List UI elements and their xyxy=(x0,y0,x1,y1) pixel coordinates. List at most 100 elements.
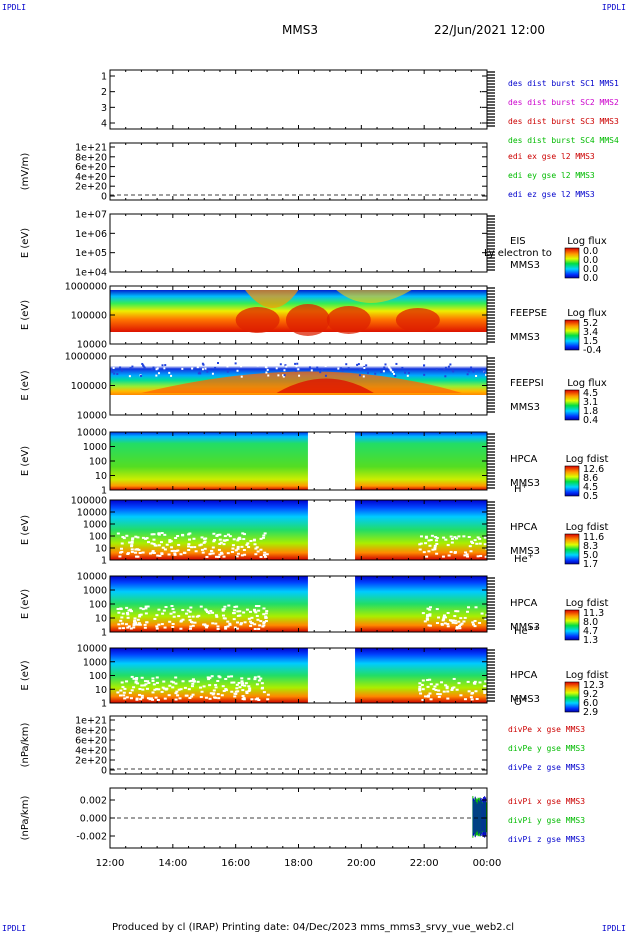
hpca_he-speckle xyxy=(157,532,161,535)
hpca_he-speckle xyxy=(228,535,232,538)
hpca_o-speckle xyxy=(151,698,155,701)
hpca_o-ytick-label: 10 xyxy=(95,685,107,696)
hpca_o-speckle xyxy=(232,681,236,684)
hpca_hepp-speckle xyxy=(155,627,159,630)
feepsi-speckle xyxy=(357,363,360,366)
feepsi-speckle xyxy=(365,364,368,367)
hpca_he-speckle xyxy=(152,538,156,541)
hpca_hepp-speckle xyxy=(253,609,257,612)
hpca_o-speckle xyxy=(257,698,261,701)
feepsi-speckle xyxy=(392,372,395,375)
hpca_he-speckle xyxy=(263,555,267,558)
hpca_he-colorbar xyxy=(564,533,580,565)
hpca_o-speckle xyxy=(122,694,126,697)
feepsi-speckle xyxy=(294,362,297,365)
hpca_he-speckle xyxy=(479,554,483,557)
hpca_hepp-speckle xyxy=(209,610,213,613)
feepsi-speckle xyxy=(401,366,404,369)
hpca_he-speckle xyxy=(187,548,191,551)
hpca_o-speckle xyxy=(473,682,477,685)
hpca_o-speckle xyxy=(155,688,159,691)
feepsi-speckle xyxy=(110,368,113,371)
hpca_hepp-speckle xyxy=(238,614,242,617)
hpca_he-speckle xyxy=(193,546,197,549)
hpca_he-speckle xyxy=(130,540,134,543)
hpca_he-speckle xyxy=(430,534,434,537)
edi-ytick-label: 4e+20 xyxy=(75,172,107,183)
feepsi-speckle xyxy=(155,368,158,371)
hpca_hepp-speckle xyxy=(155,614,159,617)
distributions-ytick-label: 4 xyxy=(101,119,107,130)
hpca_he-speckle xyxy=(134,551,138,554)
hpca_he-speckle xyxy=(153,544,157,547)
hpca_hepp-speckle xyxy=(459,617,463,620)
hpca_hepp-speckle xyxy=(211,611,215,614)
hpca_he-speckle xyxy=(259,548,263,551)
feepsi-speckle xyxy=(298,374,301,377)
feepsi-speckle xyxy=(173,362,176,365)
hpca_o-speckle xyxy=(174,692,178,695)
hpca_o-speckle xyxy=(236,690,240,693)
hpca_hepp-speckle xyxy=(136,623,140,626)
hpca_hepp-speckle xyxy=(454,622,458,625)
hpca_he-ytick-label: 100 xyxy=(89,532,107,543)
feepse-colorbar-title: Log flux xyxy=(567,308,607,319)
hpca_hepp-speckle xyxy=(428,608,432,611)
hpca_he-speckle xyxy=(226,533,230,536)
hpca_hepp-speckle xyxy=(138,615,142,618)
corner-label-bottom-left: IPDLI xyxy=(2,924,27,933)
hpca_o-speckle xyxy=(177,688,181,691)
hpca_o-speckle xyxy=(151,679,155,682)
hpca_hepp-speckle xyxy=(238,610,242,613)
hpca_hepp-speckle xyxy=(247,617,251,620)
feepsi-speckle xyxy=(363,367,366,370)
hpca_o-speckle xyxy=(178,697,182,700)
hpca_hepp-colorbar-title: Log fdist xyxy=(566,598,609,609)
hpca_hepp-speckle xyxy=(164,606,168,609)
eis-colorbar xyxy=(564,247,580,279)
hpca_he-speckle xyxy=(240,545,244,548)
hpca_hepp-speckle xyxy=(157,623,161,626)
hpca_o-speckle xyxy=(140,684,144,687)
hpca_hepp-speckle xyxy=(243,621,247,624)
hpca_o-speckle xyxy=(190,685,194,688)
feepsi-speckle xyxy=(201,368,204,371)
hpca_he-speckle xyxy=(259,537,263,540)
hpca_he-speckle xyxy=(141,551,145,554)
corner-label-top-right: IPDLI xyxy=(601,3,626,12)
feepsi-speckle xyxy=(383,366,386,369)
hpca_hepp-speckle xyxy=(170,605,174,608)
hpca_o-speckle xyxy=(486,692,490,695)
feepsi-speckle xyxy=(240,365,243,368)
hpca_hepp-speckle xyxy=(125,606,129,609)
hpca_o-speckle xyxy=(129,697,133,700)
hpca_he-ytick-label: 10 xyxy=(95,544,107,555)
feepse-ytick-label: 10000 xyxy=(77,340,107,351)
hpca_hepp-speckle xyxy=(153,617,157,620)
feepsi-colorbar-tick: 1.8 xyxy=(583,406,598,417)
hpca_he-speckle xyxy=(159,541,163,544)
hpca_hepp-speckle xyxy=(199,605,203,608)
hpca_hepp-speckle xyxy=(169,612,173,615)
hpca_he-speckle xyxy=(218,533,222,536)
hpca_he-speckle xyxy=(181,533,185,536)
hpca_he-speckle xyxy=(235,555,239,558)
hpca_o-speckle xyxy=(153,688,157,691)
hpca_he-speckle xyxy=(435,536,439,539)
feepsi-speckle xyxy=(226,365,229,368)
feepsi-speckle xyxy=(152,366,155,369)
feepsi-speckle xyxy=(199,372,202,375)
hpca_he-speckle xyxy=(203,547,207,550)
hpca_he-speckle xyxy=(241,532,245,535)
hpca_o-speckle xyxy=(125,696,129,699)
hpca_hepp-spectrogram xyxy=(110,576,487,632)
eis-colorbar-tick: 0.0 xyxy=(583,273,598,284)
hpca_he-speckle xyxy=(261,536,265,539)
hpca_o-speckle xyxy=(208,676,212,679)
hpca_hepp-speckle xyxy=(206,611,210,614)
hpca_he-speckle xyxy=(212,532,216,535)
hpca_hepp-speckle xyxy=(179,627,183,630)
hpca_hepp-speckle xyxy=(224,626,228,629)
hpca_hepp-speckle xyxy=(453,619,457,622)
hpca_o-speckle xyxy=(248,687,252,690)
